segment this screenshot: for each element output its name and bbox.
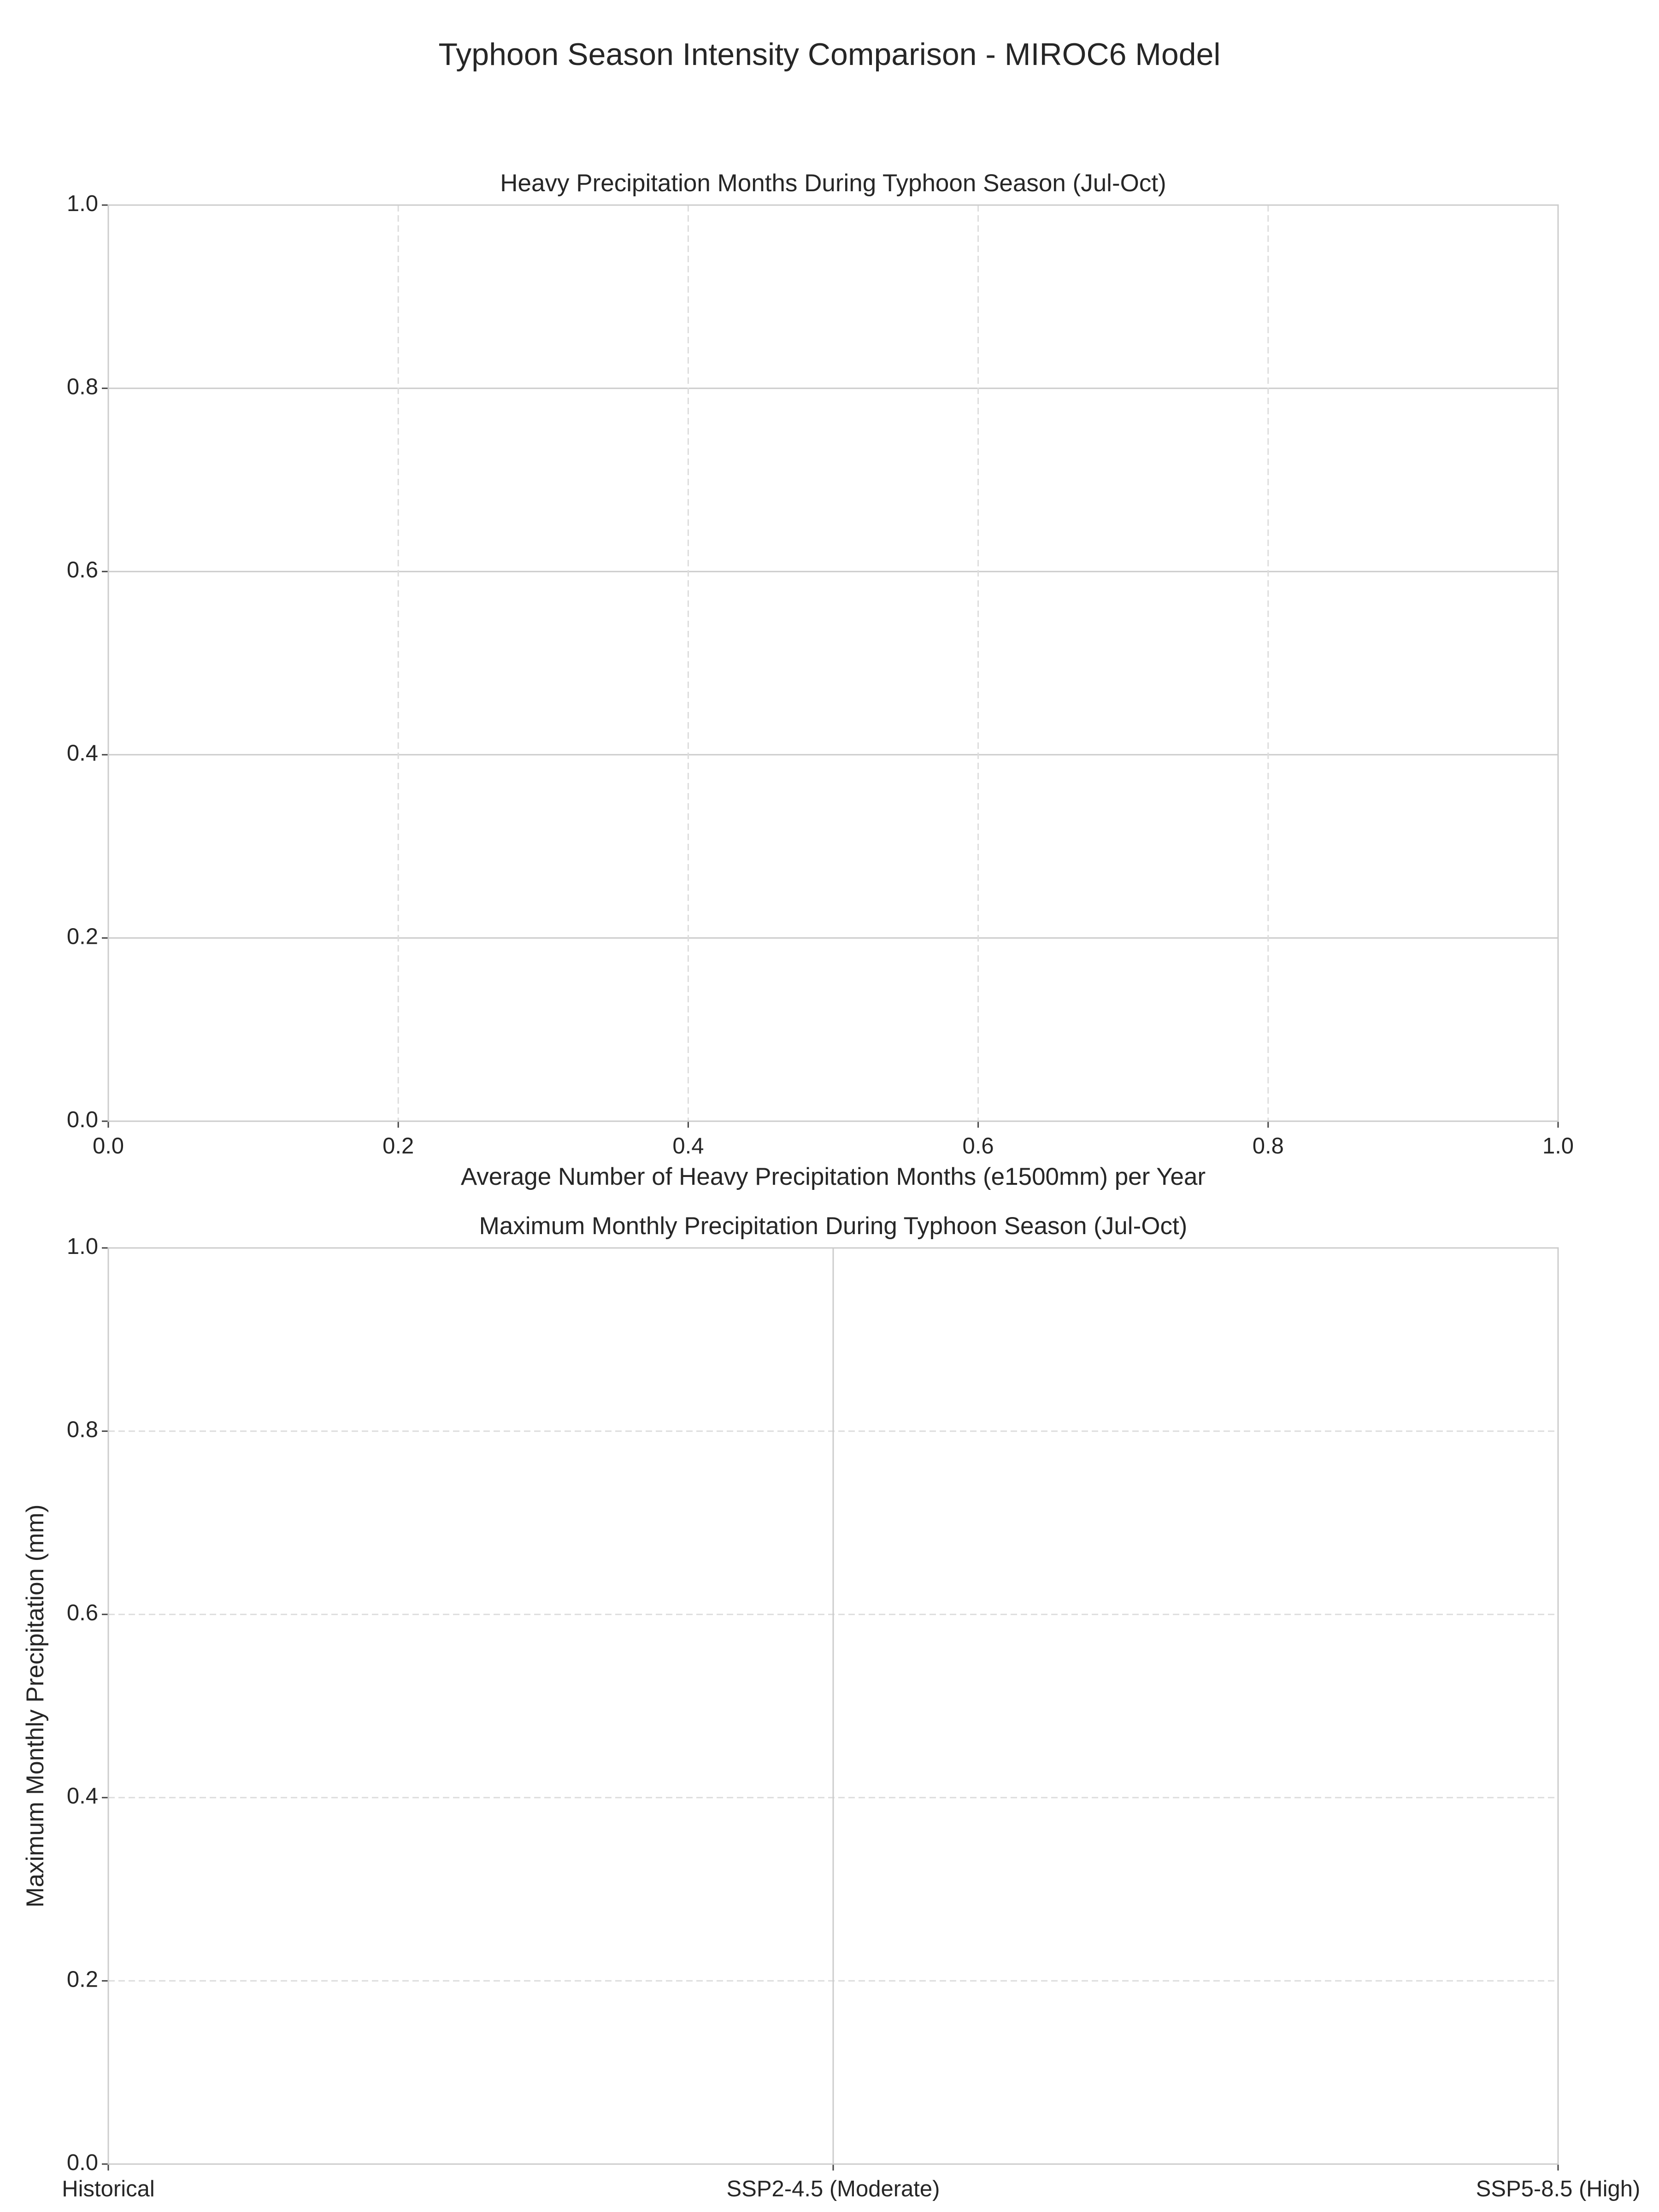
y-tick-label: 0.4: [67, 1784, 98, 1809]
y-tick-label: 1.0: [67, 1234, 98, 1259]
x-tick-label: 0.8: [1253, 1134, 1284, 1159]
y-tick-label: 0.8: [67, 1418, 98, 1442]
y-tick-label: 0.8: [67, 375, 98, 400]
y-tick-label: 0.2: [67, 924, 98, 949]
y-tick-label: 1.0: [67, 191, 98, 216]
x-tick-label: SSP5-8.5 (High): [1476, 2177, 1641, 2201]
axes-frame: [107, 204, 1559, 1122]
y-tick-label: 0.0: [67, 1107, 98, 1132]
x-tick-label: 1.0: [1542, 1134, 1574, 1159]
y-tick-label: 0.6: [67, 1600, 98, 1625]
axes-title: Maximum Monthly Precipitation During Typ…: [479, 1212, 1188, 1240]
y-tick-label: 0.6: [67, 558, 98, 582]
x-axis-label: Average Number of Heavy Precipitation Mo…: [461, 1163, 1206, 1190]
x-tick-label: 0.2: [382, 1134, 414, 1159]
y-axis-label: Maximum Monthly Precipitation (mm): [22, 1505, 49, 1908]
x-tick-label: 0.0: [93, 1134, 124, 1159]
x-tick-label: SSP2-4.5 (Moderate): [727, 2177, 940, 2201]
y-tick-label: 0.4: [67, 741, 98, 766]
axes-title: Heavy Precipitation Months During Typhoo…: [500, 170, 1166, 197]
x-tick-label: 0.6: [963, 1134, 994, 1159]
y-tick-label: 0.0: [67, 2150, 98, 2175]
x-tick-label: Historical: [62, 2177, 154, 2201]
x-tick-label: 0.4: [672, 1134, 704, 1159]
figure-title: Typhoon Season Intensity Comparison - MI…: [438, 37, 1220, 72]
y-tick-label: 0.2: [67, 1967, 98, 1992]
axes-frame: [107, 1247, 1559, 2165]
